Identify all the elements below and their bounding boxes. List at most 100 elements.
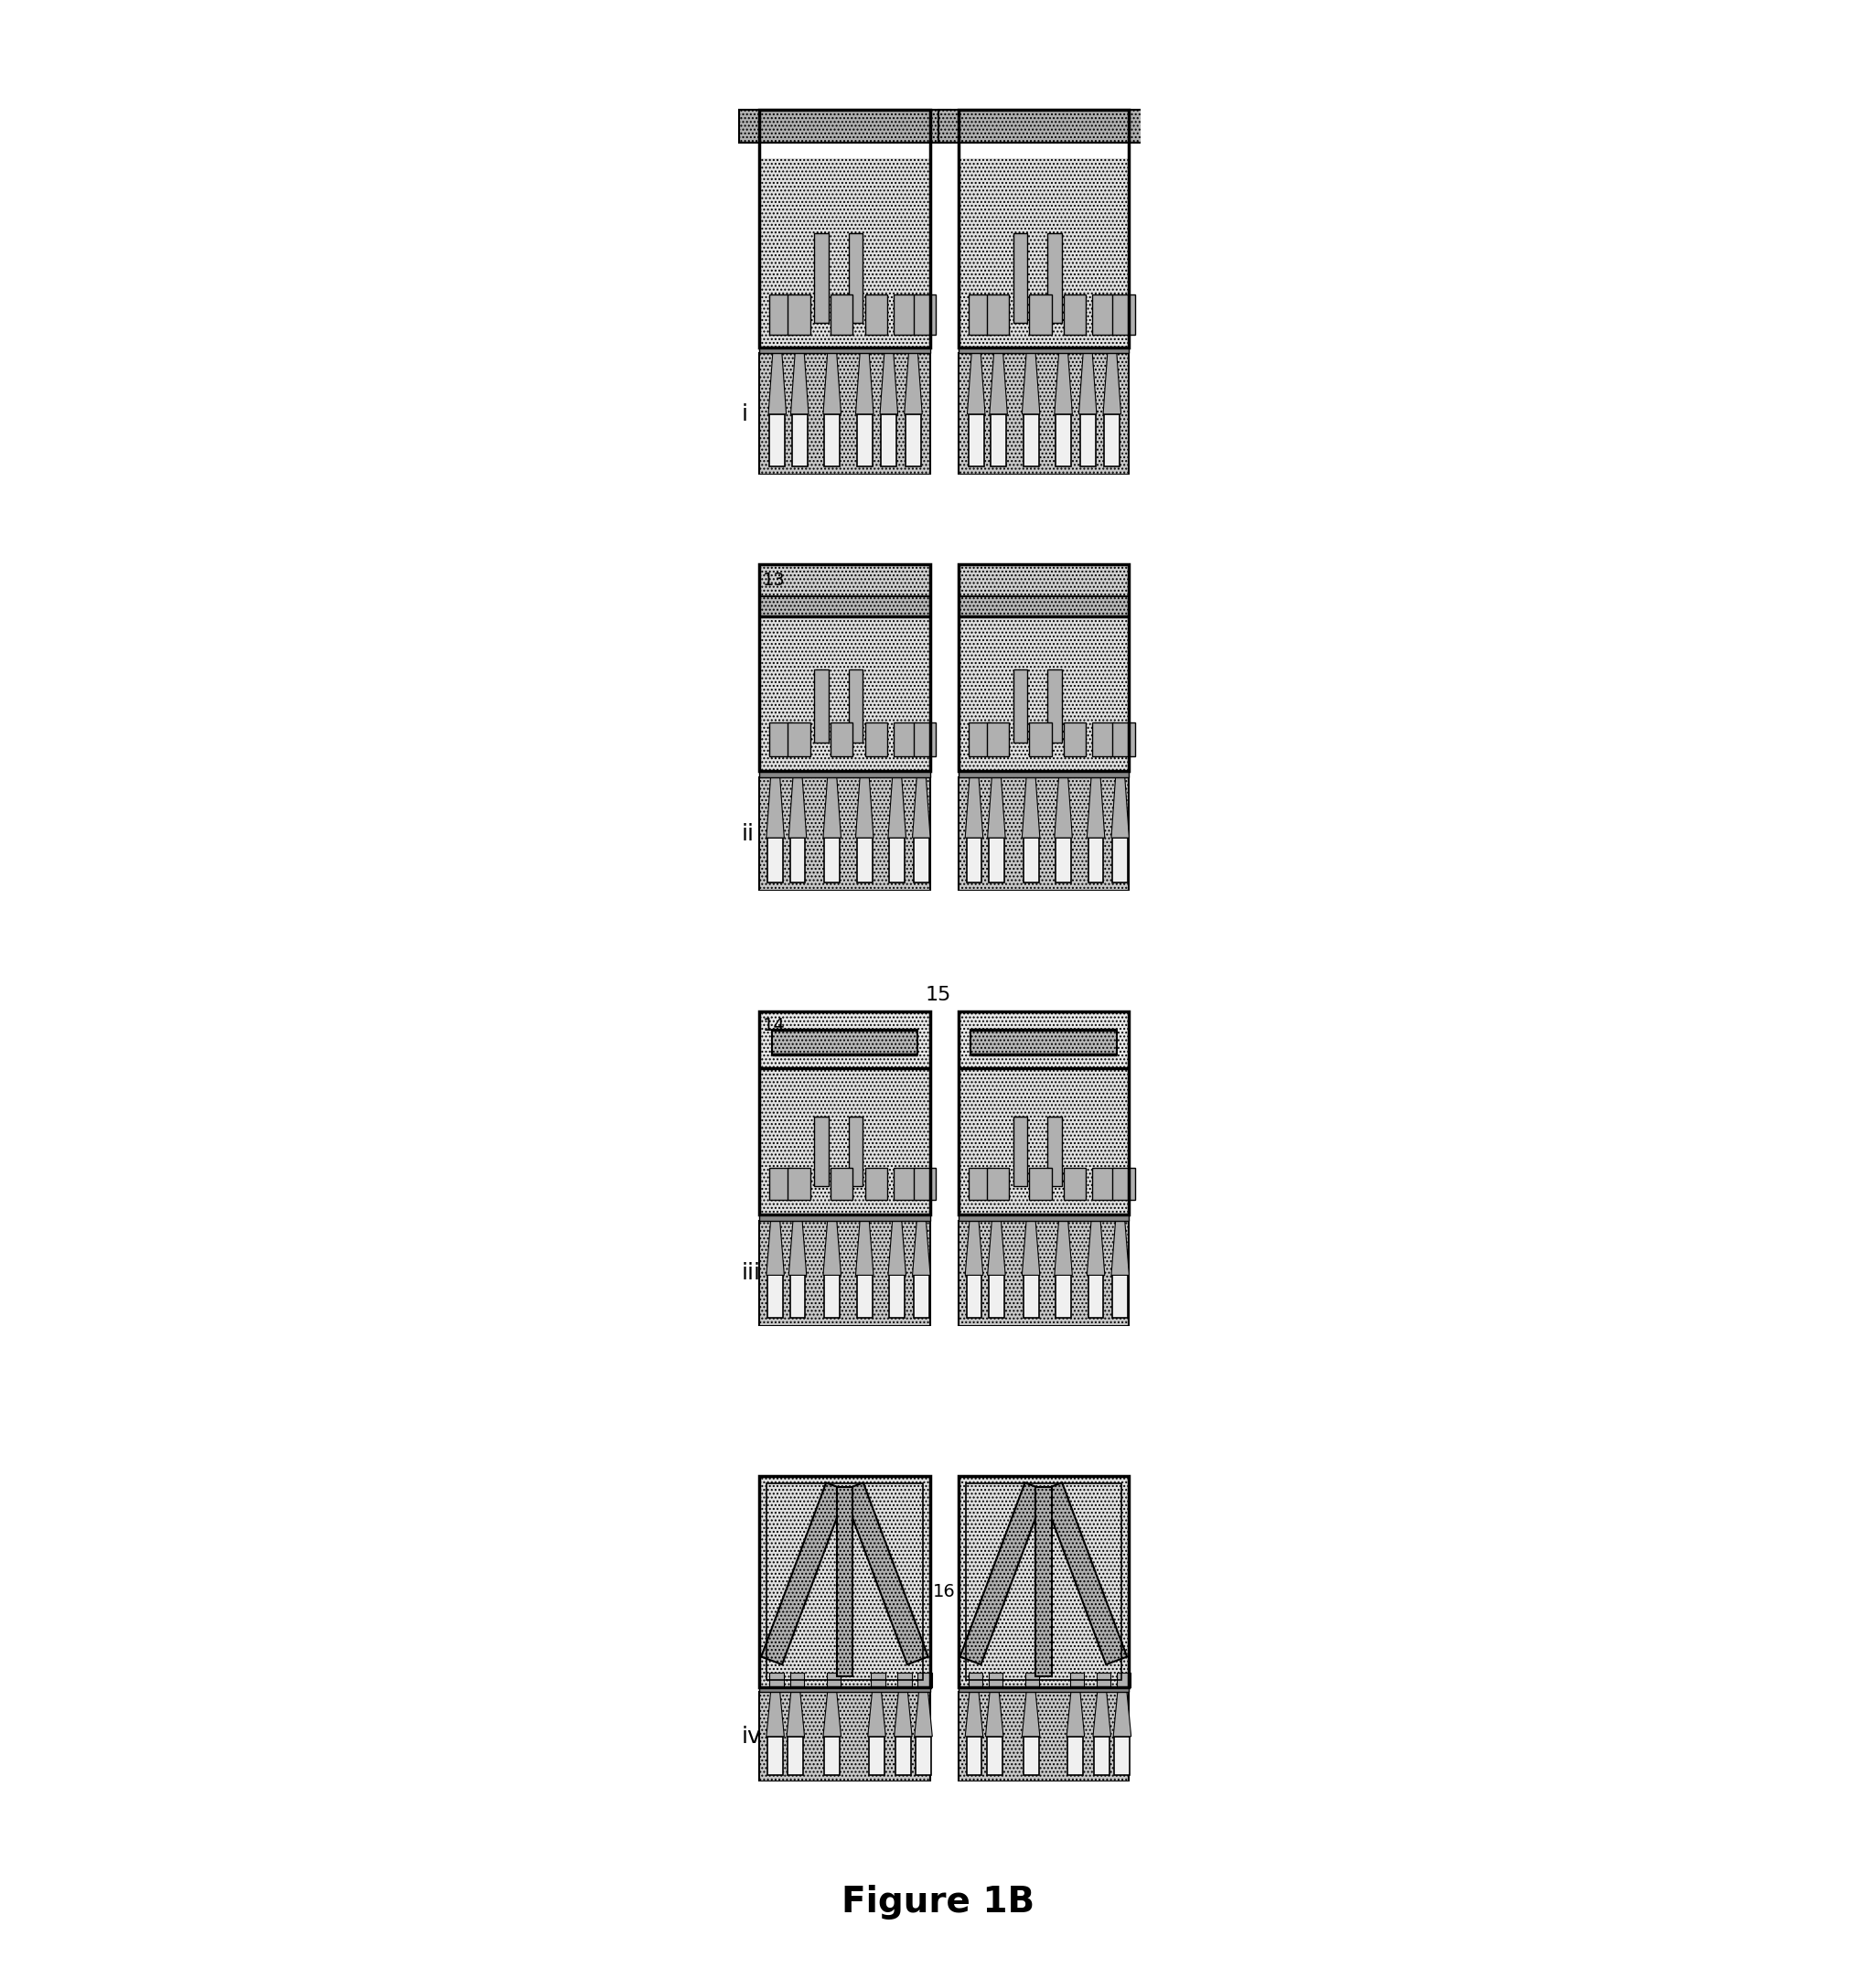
Polygon shape bbox=[1054, 1221, 1073, 1274]
Text: Figure 1B: Figure 1B bbox=[842, 1884, 1034, 1920]
Bar bbox=[959, 158, 1129, 346]
Text: iv: iv bbox=[741, 1726, 762, 1747]
Text: iii: iii bbox=[741, 1263, 760, 1284]
Polygon shape bbox=[842, 1482, 929, 1664]
Bar bbox=[1022, 414, 1039, 467]
Bar bbox=[837, 1486, 854, 1676]
Bar bbox=[760, 778, 930, 891]
Bar bbox=[1088, 837, 1103, 883]
Polygon shape bbox=[1022, 1221, 1039, 1274]
Polygon shape bbox=[989, 352, 1007, 414]
Bar bbox=[959, 1011, 1129, 1069]
Polygon shape bbox=[869, 1692, 885, 1736]
Bar bbox=[959, 352, 1129, 475]
Bar bbox=[968, 295, 991, 334]
Bar bbox=[788, 295, 810, 334]
Bar bbox=[788, 1736, 803, 1775]
Polygon shape bbox=[912, 778, 930, 837]
Polygon shape bbox=[769, 352, 786, 414]
Polygon shape bbox=[855, 1221, 874, 1274]
Polygon shape bbox=[824, 778, 840, 837]
Bar bbox=[760, 111, 930, 346]
Bar bbox=[889, 837, 904, 883]
Bar bbox=[1022, 1274, 1039, 1318]
Bar bbox=[760, 1221, 930, 1326]
Bar bbox=[769, 295, 792, 334]
Bar bbox=[1096, 1672, 1111, 1686]
Polygon shape bbox=[767, 778, 784, 837]
Bar bbox=[769, 1168, 792, 1199]
Bar bbox=[959, 346, 1129, 352]
Bar bbox=[1026, 1672, 1039, 1686]
Polygon shape bbox=[1111, 1221, 1129, 1274]
Bar bbox=[959, 772, 1129, 778]
Bar bbox=[914, 1168, 936, 1199]
Polygon shape bbox=[987, 778, 1006, 837]
Bar bbox=[1064, 722, 1086, 756]
Bar bbox=[959, 617, 1129, 772]
Bar bbox=[989, 1274, 1004, 1318]
Bar bbox=[870, 1672, 885, 1686]
Bar bbox=[914, 837, 929, 883]
Bar bbox=[760, 772, 930, 778]
Bar bbox=[968, 722, 991, 756]
Bar bbox=[769, 1672, 784, 1686]
Bar bbox=[824, 1736, 840, 1775]
Polygon shape bbox=[912, 1221, 930, 1274]
Bar bbox=[1056, 837, 1071, 883]
Bar bbox=[959, 1476, 1129, 1686]
Bar bbox=[1064, 1168, 1086, 1199]
Bar bbox=[788, 1168, 810, 1199]
Bar bbox=[1092, 722, 1114, 756]
Bar bbox=[760, 1069, 930, 1215]
Text: 15: 15 bbox=[925, 986, 951, 1005]
Bar bbox=[857, 414, 872, 467]
Bar bbox=[1047, 1116, 1062, 1185]
Polygon shape bbox=[964, 778, 983, 837]
Polygon shape bbox=[1067, 1692, 1084, 1736]
Bar bbox=[1112, 722, 1135, 756]
Bar bbox=[1013, 669, 1028, 742]
Bar bbox=[1088, 1274, 1103, 1318]
Polygon shape bbox=[1111, 778, 1129, 837]
Bar bbox=[893, 1168, 915, 1199]
Polygon shape bbox=[961, 1482, 1045, 1664]
Bar bbox=[1013, 1116, 1028, 1185]
Bar bbox=[827, 1672, 840, 1686]
Bar bbox=[760, 1476, 930, 1686]
Bar bbox=[771, 1029, 917, 1055]
Bar bbox=[959, 111, 1129, 346]
Bar bbox=[760, 1215, 930, 1221]
Bar bbox=[968, 1672, 983, 1686]
Polygon shape bbox=[767, 1692, 784, 1736]
Bar bbox=[760, 1692, 930, 1781]
Bar bbox=[848, 669, 863, 742]
Polygon shape bbox=[1022, 1692, 1039, 1736]
Bar bbox=[1069, 1672, 1084, 1686]
Bar bbox=[893, 722, 915, 756]
Bar bbox=[914, 295, 936, 334]
Bar bbox=[966, 1274, 981, 1318]
Bar bbox=[959, 564, 1129, 596]
Polygon shape bbox=[824, 1692, 840, 1736]
Bar bbox=[915, 1736, 930, 1775]
Bar bbox=[814, 234, 829, 323]
Polygon shape bbox=[855, 352, 874, 414]
Bar bbox=[1067, 1736, 1082, 1775]
Bar bbox=[1022, 1736, 1039, 1775]
Bar bbox=[914, 722, 936, 756]
Bar bbox=[788, 722, 810, 756]
Bar bbox=[1081, 414, 1096, 467]
Bar bbox=[824, 414, 840, 467]
Bar bbox=[959, 596, 1129, 617]
Bar bbox=[760, 346, 930, 352]
Polygon shape bbox=[1041, 1482, 1127, 1664]
Bar bbox=[968, 1168, 991, 1199]
Bar bbox=[959, 1686, 1129, 1692]
Bar bbox=[831, 722, 854, 756]
Bar bbox=[760, 564, 930, 596]
Bar bbox=[1092, 1168, 1114, 1199]
Polygon shape bbox=[968, 352, 985, 414]
Polygon shape bbox=[985, 1692, 1004, 1736]
Bar bbox=[831, 295, 854, 334]
